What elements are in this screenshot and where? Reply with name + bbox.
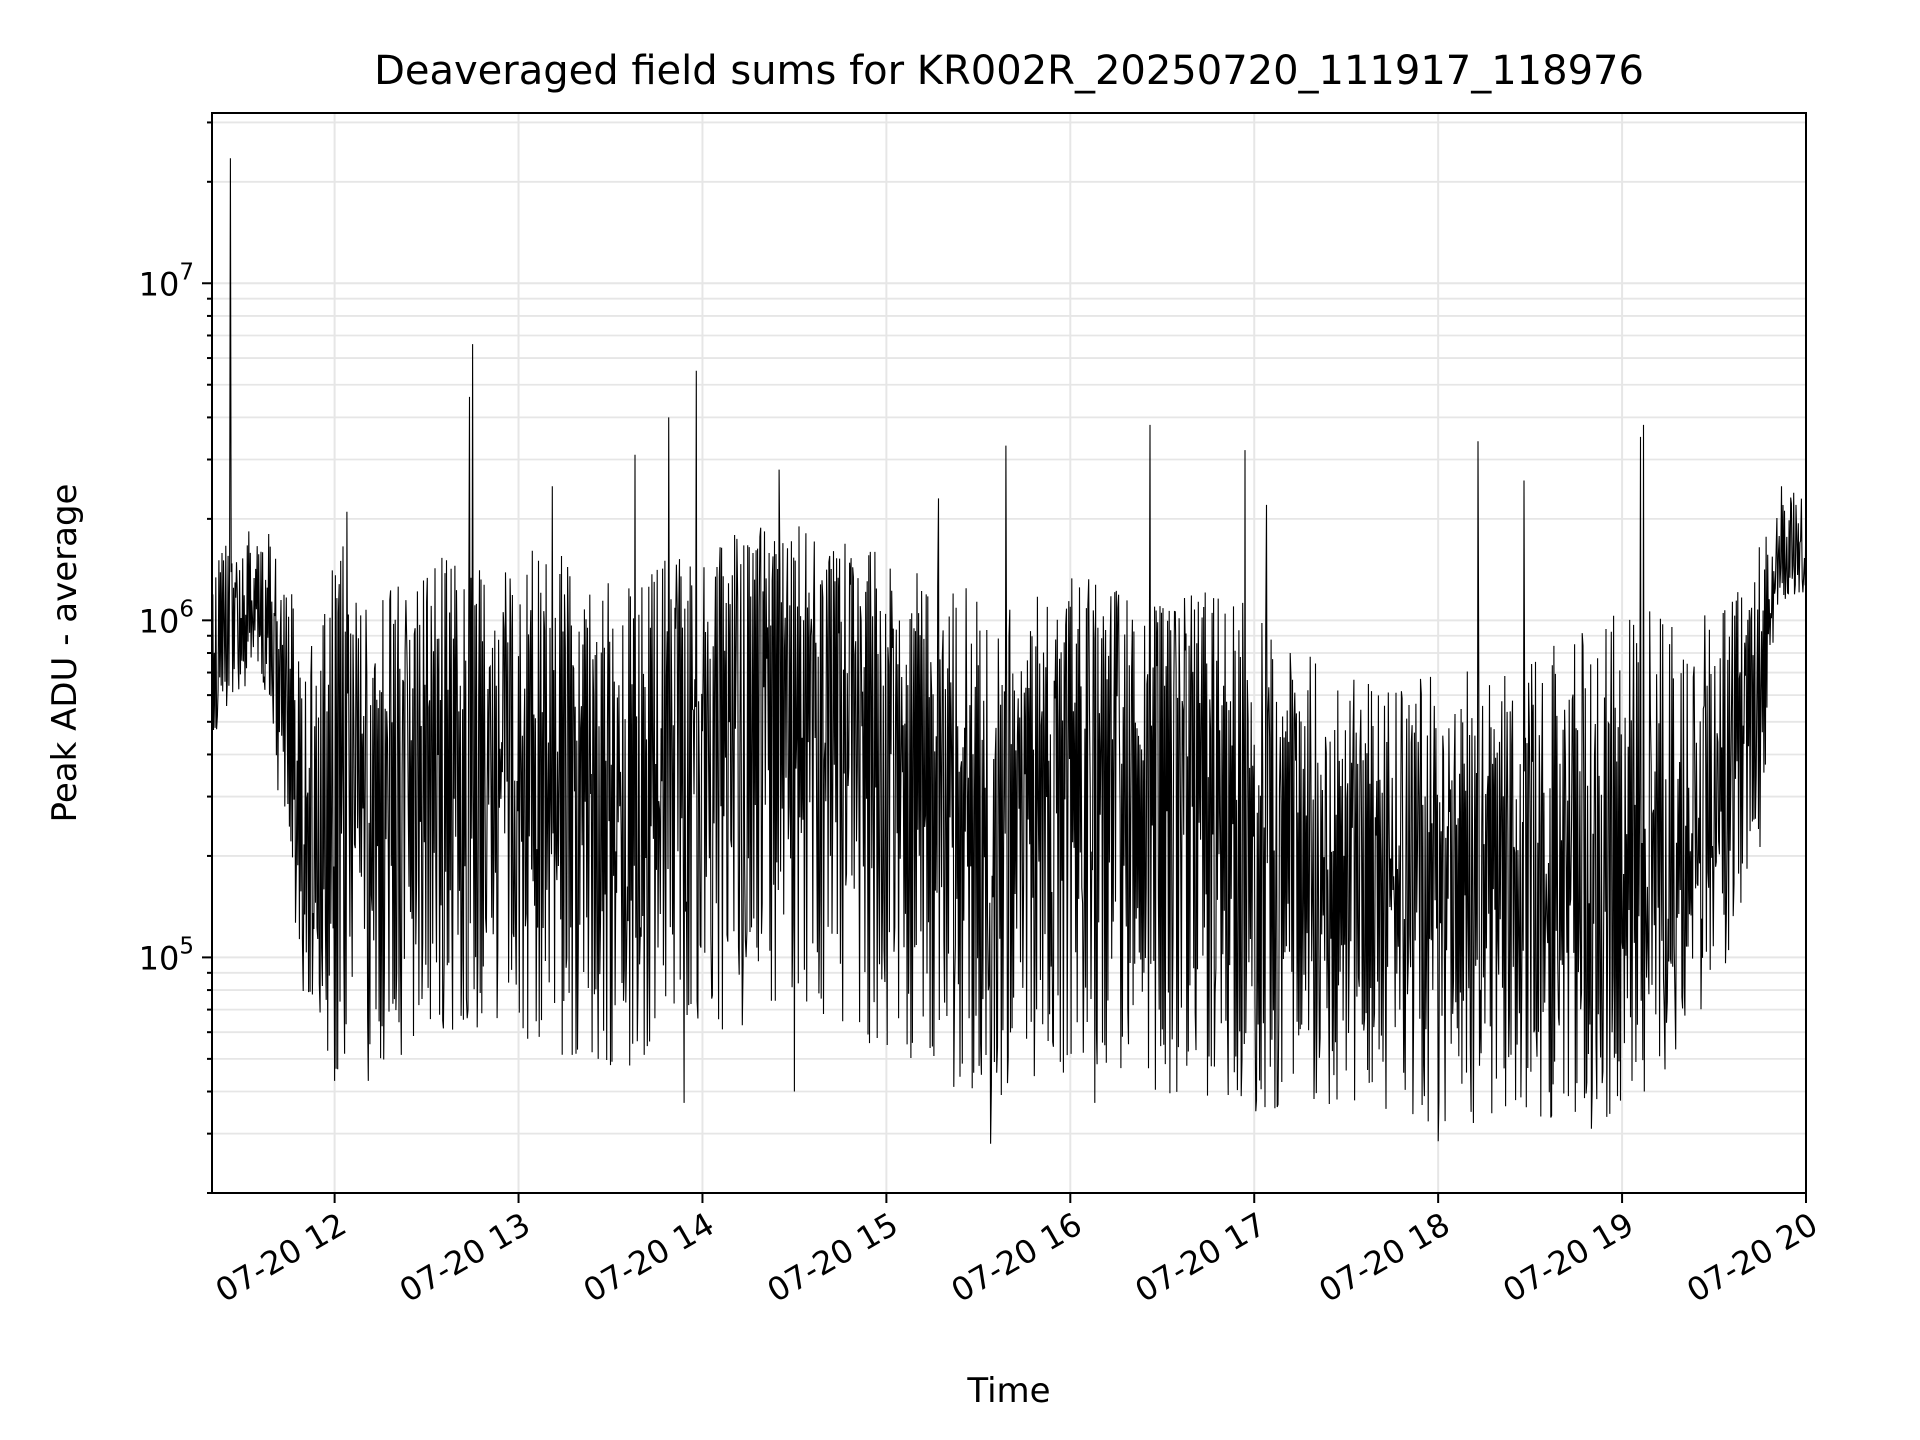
y-axis-ticks: 105 106 107 — [139, 121, 212, 1194]
x-tick-label: 07-20 14 — [577, 1205, 721, 1310]
y-tick-label: 107 — [139, 259, 194, 303]
x-axis-ticks: 07-20 12 07-20 13 07-20 14 07-20 15 07-20 16… — [209, 1193, 1824, 1310]
x-tick-label: 07-20 13 — [393, 1205, 537, 1310]
x-tick-label: 07-20 18 — [1313, 1205, 1457, 1310]
x-axis-label: Time — [966, 1371, 1050, 1411]
x-tick-label: 07-20 17 — [1129, 1205, 1273, 1310]
y-tick-label: 105 — [139, 933, 194, 977]
x-tick-label: 07-20 16 — [945, 1205, 1089, 1310]
y-tick-label: 106 — [139, 596, 194, 640]
x-tick-label: 07-20 19 — [1496, 1205, 1640, 1310]
chart-title: Deaveraged field sums for KR002R_2025072… — [374, 48, 1644, 94]
series-layer — [211, 158, 1807, 1144]
series-line — [211, 158, 1807, 1144]
x-tick-label: 07-20 15 — [761, 1205, 905, 1310]
x-tick-label: 07-20 20 — [1680, 1205, 1824, 1310]
x-tick-label: 07-20 12 — [209, 1205, 353, 1310]
y-axis-label: Peak ADU - average — [45, 484, 85, 823]
